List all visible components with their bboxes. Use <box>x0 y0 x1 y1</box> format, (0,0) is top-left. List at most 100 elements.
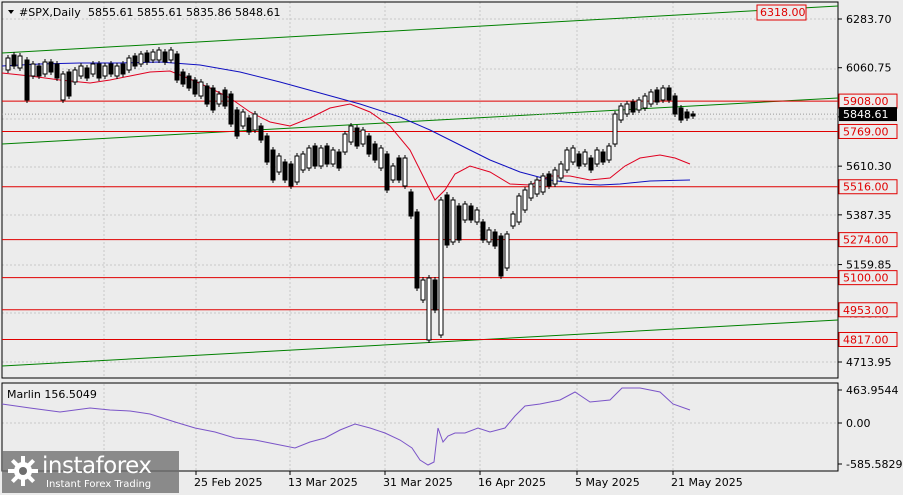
candle <box>216 91 222 107</box>
candle <box>138 51 144 67</box>
candlestick-series <box>5 47 696 343</box>
candle <box>378 145 384 171</box>
candle <box>210 85 216 113</box>
candle <box>504 231 510 271</box>
level-label: 4953.00 <box>838 302 898 318</box>
candle <box>480 219 486 243</box>
level-label: 5274.00 <box>838 232 898 248</box>
candle <box>162 49 168 65</box>
candle <box>648 89 654 107</box>
gear-icon <box>8 456 38 486</box>
candle <box>72 67 78 85</box>
candle <box>330 147 336 167</box>
time-tick-label: 13 Mar 2025 <box>288 476 358 489</box>
candle <box>120 61 126 77</box>
candle <box>186 73 192 91</box>
candle <box>546 171 552 189</box>
candle <box>618 103 624 123</box>
candle <box>288 161 294 189</box>
candle <box>588 155 594 173</box>
candle <box>24 57 30 103</box>
price-tick-label: 6060.75 <box>846 62 892 75</box>
chart-grid <box>2 2 838 470</box>
candle <box>78 63 84 79</box>
logo-tagline: Instant Forex Trading <box>46 479 152 490</box>
symbol-timeframe: #SPX,Daily <box>19 6 81 19</box>
level-label: 5908.00 <box>838 93 898 109</box>
candle <box>642 93 648 111</box>
time-tick-label: 16 Apr 2025 <box>478 476 546 489</box>
candle <box>456 203 462 243</box>
indicator-axis[interactable]: 463.9544 0.00 -585.5829 <box>838 384 902 471</box>
candle <box>408 189 414 219</box>
candle <box>420 277 426 303</box>
candle <box>324 143 330 167</box>
price-tick-label: 5159.85 <box>846 259 892 272</box>
candle <box>156 47 162 63</box>
chart-header: #SPX,Daily 5855.61 5855.61 5835.86 5848.… <box>8 6 280 19</box>
svg-text:4817.00: 4817.00 <box>843 333 889 346</box>
candle <box>396 155 402 183</box>
time-tick-label: 21 May 2025 <box>671 476 743 489</box>
candle <box>672 93 678 117</box>
channel-upper-line <box>1 5 839 54</box>
candle <box>198 79 204 99</box>
candle <box>168 47 174 63</box>
ohlc-values: 5855.61 5855.61 5835.86 5848.61 <box>88 6 280 19</box>
current-price-label: 5848.61 <box>839 107 897 122</box>
triangle-down-icon[interactable] <box>8 10 14 14</box>
candle <box>246 115 252 135</box>
main-panel[interactable] <box>1 1 839 379</box>
candle <box>318 145 324 169</box>
candle <box>90 61 96 77</box>
candle <box>552 167 558 187</box>
level-label: 4817.00 <box>838 331 898 347</box>
time-axis[interactable]: 25 Feb 2025 13 Mar 2025 31 Mar 2025 16 Apr … <box>194 471 743 489</box>
candle <box>516 193 522 225</box>
candle <box>144 50 150 65</box>
candle <box>30 61 36 79</box>
candle <box>228 91 234 127</box>
candle <box>42 59 48 77</box>
svg-text:5769.00: 5769.00 <box>843 125 889 138</box>
candle <box>114 63 120 79</box>
time-tick-label: 5 May 2025 <box>575 476 640 489</box>
candle <box>222 87 228 109</box>
candle <box>366 133 372 157</box>
candle <box>354 125 360 149</box>
candle <box>372 141 378 163</box>
candle <box>486 227 492 245</box>
candle <box>522 187 528 213</box>
candle <box>17 53 23 71</box>
candle <box>180 69 186 87</box>
candle <box>570 145 576 165</box>
candle <box>11 52 17 69</box>
candle <box>576 151 582 169</box>
candle <box>54 61 60 81</box>
price-tick-label: 5387.35 <box>846 209 892 222</box>
candle <box>606 143 612 163</box>
price-tick-label: 4713.95 <box>846 356 892 369</box>
candle <box>690 111 696 119</box>
svg-text:5908.00: 5908.00 <box>843 95 889 108</box>
candle <box>450 197 456 245</box>
candle <box>264 133 270 165</box>
candle <box>60 71 66 103</box>
candle <box>558 161 564 181</box>
svg-text:5100.00: 5100.00 <box>843 272 889 285</box>
candle <box>630 99 636 115</box>
candle <box>582 149 588 167</box>
svg-text:5848.61: 5848.61 <box>843 108 889 121</box>
candle <box>462 201 468 223</box>
candle <box>492 229 498 249</box>
candle <box>276 153 282 175</box>
candle <box>150 49 156 63</box>
candle <box>36 63 42 79</box>
candle <box>84 65 90 81</box>
candle <box>342 131 348 155</box>
candle <box>666 85 672 103</box>
candle <box>432 277 438 313</box>
svg-text:5274.00: 5274.00 <box>843 234 889 247</box>
indicator-panel[interactable] <box>1 382 839 472</box>
target-level-label: 6318.00 <box>756 4 807 21</box>
